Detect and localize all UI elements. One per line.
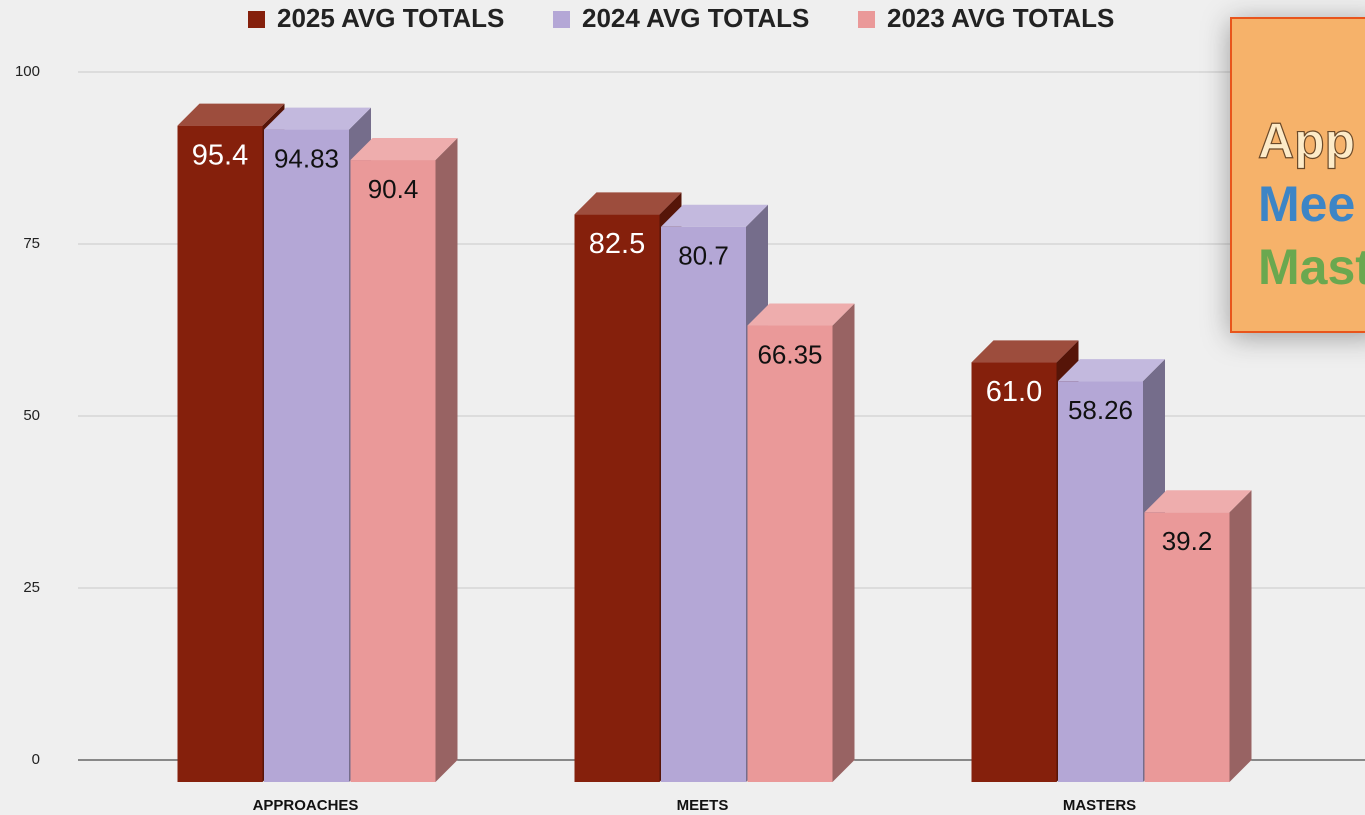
legend-swatch xyxy=(858,11,875,28)
legend-swatch xyxy=(553,11,570,28)
bar xyxy=(971,362,1057,782)
bar xyxy=(1144,512,1230,782)
bar xyxy=(350,160,436,783)
y-tick-label: 25 xyxy=(23,579,40,596)
x-tick-label: MASTERS xyxy=(1063,797,1136,814)
bar-top xyxy=(971,340,1079,363)
bar-top xyxy=(177,103,285,126)
data-label: 58.26 xyxy=(1068,395,1133,425)
y-tick-label: 100 xyxy=(15,63,40,80)
bar-top xyxy=(1058,359,1165,382)
y-tick-label: 75 xyxy=(23,235,40,252)
bar xyxy=(574,214,660,782)
overlay-box xyxy=(1230,17,1365,333)
bar xyxy=(1058,381,1143,782)
x-tick-label: MEETS xyxy=(677,797,729,814)
y-tick-label: 50 xyxy=(23,407,40,424)
data-label: 61.0 xyxy=(986,376,1042,408)
bar-top xyxy=(747,303,855,326)
bar xyxy=(177,125,263,782)
overlay-text: Mee xyxy=(1258,176,1355,232)
overlay-text: Mast xyxy=(1258,239,1365,295)
bar-top xyxy=(264,107,371,130)
data-label: 90.4 xyxy=(368,174,419,204)
bar-top xyxy=(661,204,768,227)
data-label: 95.4 xyxy=(192,139,248,171)
data-label: 66.35 xyxy=(757,339,822,369)
bar-side xyxy=(1229,490,1252,782)
bar-top xyxy=(574,192,682,215)
legend-label: 2023 AVG TOTALS xyxy=(887,3,1114,33)
y-tick-label: 0 xyxy=(32,751,40,768)
legend-swatch xyxy=(248,11,265,28)
legend-label: 2024 AVG TOTALS xyxy=(582,3,809,33)
bar xyxy=(747,325,833,782)
legend-label: 2025 AVG TOTALS xyxy=(277,3,504,33)
x-tick-label: APPROACHES xyxy=(253,797,359,814)
bar xyxy=(661,226,746,782)
bar-side xyxy=(435,138,458,783)
bar-top xyxy=(350,138,458,161)
bar-top xyxy=(1144,490,1252,513)
overlay-card: App Mee Mast xyxy=(1230,17,1365,333)
data-label: 94.83 xyxy=(274,143,339,173)
bar-side xyxy=(832,303,855,782)
data-label: 39.2 xyxy=(1162,526,1213,556)
data-label: 82.5 xyxy=(589,228,645,260)
bar xyxy=(264,129,349,783)
data-label: 80.7 xyxy=(678,241,729,271)
overlay-text: App xyxy=(1258,113,1355,169)
